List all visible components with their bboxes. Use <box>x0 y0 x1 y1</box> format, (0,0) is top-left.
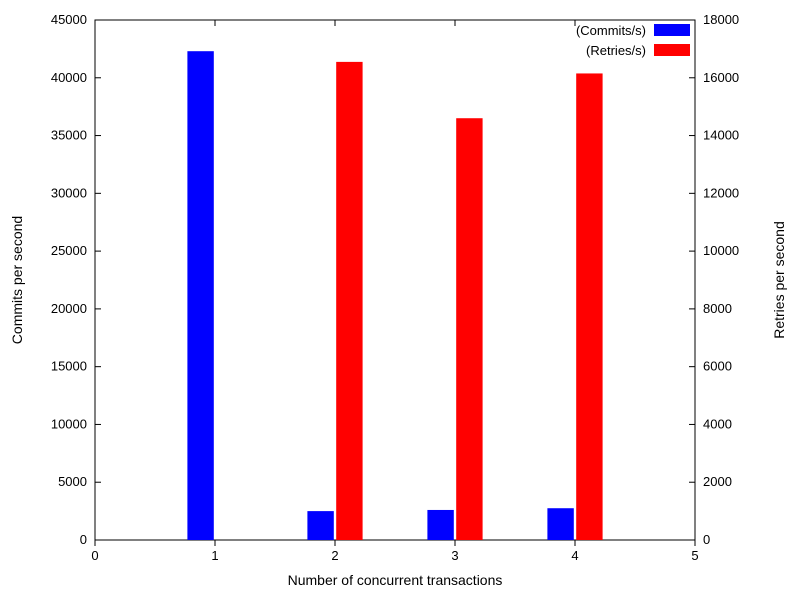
yr-tick-label: 14000 <box>703 128 739 143</box>
legend-label: (Commits/s) <box>576 23 646 38</box>
yl-tick-label: 10000 <box>51 416 87 431</box>
yr-tick-label: 6000 <box>703 359 732 374</box>
bar <box>336 62 362 540</box>
chart-bg <box>0 0 800 600</box>
yl-tick-label: 35000 <box>51 128 87 143</box>
legend-label: (Retries/s) <box>586 43 646 58</box>
yl-tick-label: 40000 <box>51 70 87 85</box>
dual-axis-bar-chart: 0123450500010000150002000025000300003500… <box>0 0 800 600</box>
bar <box>456 118 482 540</box>
yr-tick-label: 2000 <box>703 474 732 489</box>
x-tick-label: 3 <box>451 548 458 563</box>
legend-swatch <box>654 24 690 36</box>
yr-tick-label: 4000 <box>703 416 732 431</box>
bar <box>547 508 573 540</box>
x-tick-label: 1 <box>211 548 218 563</box>
legend-swatch <box>654 44 690 56</box>
chart-container: 0123450500010000150002000025000300003500… <box>0 0 800 600</box>
yr-tick-label: 12000 <box>703 185 739 200</box>
y-left-axis-label: Commits per second <box>9 216 25 344</box>
x-tick-label: 2 <box>331 548 338 563</box>
x-tick-label: 5 <box>691 548 698 563</box>
x-axis-label: Number of concurrent transactions <box>288 572 503 588</box>
bar <box>307 511 333 540</box>
yr-tick-label: 8000 <box>703 301 732 316</box>
yr-tick-label: 0 <box>703 532 710 547</box>
yr-tick-label: 10000 <box>703 243 739 258</box>
yl-tick-label: 45000 <box>51 12 87 27</box>
y-right-axis-label: Retries per second <box>771 221 787 339</box>
yl-tick-label: 0 <box>80 532 87 547</box>
bar <box>576 73 602 540</box>
x-tick-label: 4 <box>571 548 578 563</box>
yl-tick-label: 15000 <box>51 359 87 374</box>
yl-tick-label: 5000 <box>58 474 87 489</box>
yl-tick-label: 30000 <box>51 185 87 200</box>
yl-tick-label: 25000 <box>51 243 87 258</box>
yr-tick-label: 18000 <box>703 12 739 27</box>
bar <box>187 51 213 540</box>
x-tick-label: 0 <box>91 548 98 563</box>
yl-tick-label: 20000 <box>51 301 87 316</box>
yr-tick-label: 16000 <box>703 70 739 85</box>
bar <box>427 510 453 540</box>
